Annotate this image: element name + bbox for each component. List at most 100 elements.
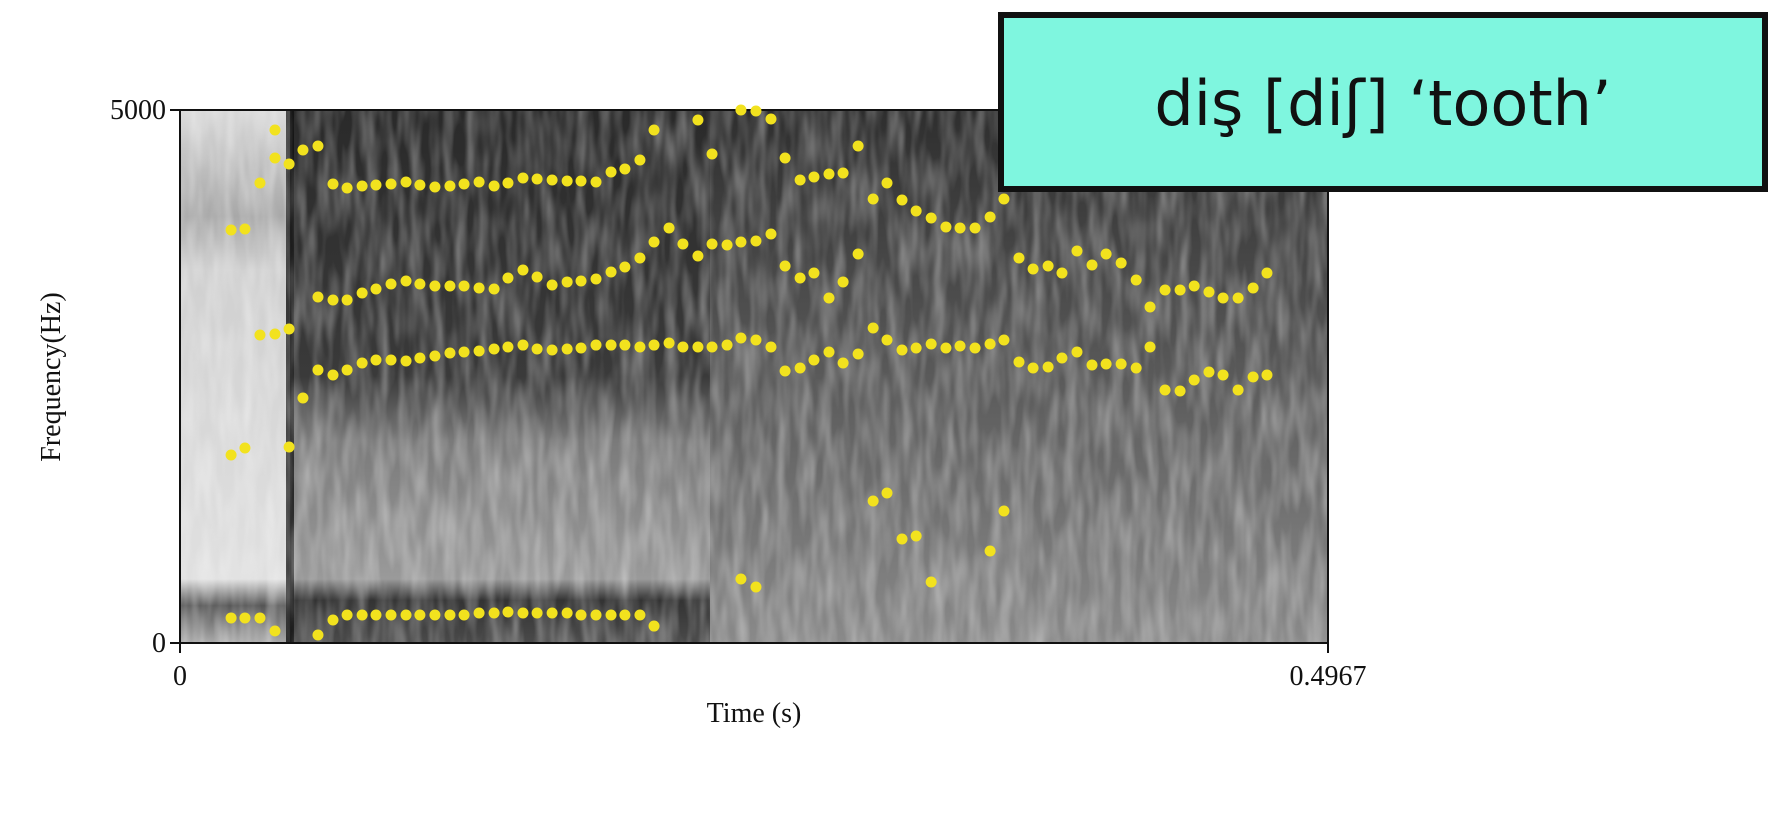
- formant-point: [619, 339, 631, 351]
- formant-point: [735, 104, 747, 116]
- formant-point: [663, 337, 675, 349]
- formant-point: [998, 334, 1010, 346]
- formant-point: [1159, 384, 1171, 396]
- formant-point: [341, 294, 353, 306]
- formant-point: [575, 175, 587, 187]
- x-tick-label: 0.4967: [1290, 661, 1367, 692]
- formant-point: [1086, 359, 1098, 371]
- formant-point: [575, 275, 587, 287]
- formant-point: [473, 282, 485, 294]
- formant-point: [370, 179, 382, 191]
- formant-point: [327, 294, 339, 306]
- formant-point: [283, 323, 295, 335]
- formant-point: [444, 180, 456, 192]
- x-tick-label: 0: [173, 661, 187, 692]
- formant-point: [546, 174, 558, 186]
- formant-point: [794, 174, 806, 186]
- formant-point: [297, 144, 309, 156]
- formant-point: [794, 272, 806, 284]
- formant-point: [531, 271, 543, 283]
- formant-point: [400, 355, 412, 367]
- title-box: [998, 12, 1768, 192]
- formant-point: [779, 152, 791, 164]
- formant-point: [1144, 341, 1156, 353]
- formant-point: [750, 581, 762, 593]
- formant-point: [327, 178, 339, 190]
- formant-point: [414, 609, 426, 621]
- formant-point: [239, 223, 251, 235]
- formant-point: [837, 276, 849, 288]
- formant-point: [414, 352, 426, 364]
- formant-point: [429, 350, 441, 362]
- formant-point: [312, 291, 324, 303]
- formant-point: [808, 354, 820, 366]
- formant-point: [312, 629, 324, 641]
- formant-point: [837, 167, 849, 179]
- spectrogram: [180, 110, 1328, 643]
- formant-point: [634, 154, 646, 166]
- formant-point: [984, 338, 996, 350]
- formant-point: [910, 530, 922, 542]
- formant-point: [327, 369, 339, 381]
- formant-point: [837, 357, 849, 369]
- formant-point: [779, 365, 791, 377]
- formant-point: [706, 238, 718, 250]
- formant-point: [750, 334, 762, 346]
- formant-point: [925, 212, 937, 224]
- formant-point: [692, 341, 704, 353]
- formant-point: [1174, 284, 1186, 296]
- formant-point: [881, 334, 893, 346]
- formant-point: [852, 248, 864, 260]
- y-tick-label: 0: [152, 628, 166, 659]
- formant-point: [1042, 361, 1054, 373]
- formant-point: [605, 266, 617, 278]
- formant-point: [356, 287, 368, 299]
- formant-point: [575, 342, 587, 354]
- formant-point: [458, 609, 470, 621]
- formant-point: [1232, 384, 1244, 396]
- formant-point: [619, 609, 631, 621]
- formant-point: [1144, 301, 1156, 313]
- formant-point: [1130, 274, 1142, 286]
- formant-point: [1100, 248, 1112, 260]
- formant-point: [634, 341, 646, 353]
- formant-point: [619, 163, 631, 175]
- formant-point: [1027, 263, 1039, 275]
- formant-point: [794, 362, 806, 374]
- formant-point: [1100, 358, 1112, 370]
- formant-point: [590, 609, 602, 621]
- formant-point: [852, 140, 864, 152]
- formant-point: [531, 607, 543, 619]
- formant-point: [605, 339, 617, 351]
- formant-point: [297, 392, 309, 404]
- formant-point: [444, 609, 456, 621]
- formant-point: [225, 612, 237, 624]
- formant-point: [458, 280, 470, 292]
- formant-point: [502, 272, 514, 284]
- formant-point: [254, 612, 266, 624]
- formant-point: [1013, 252, 1025, 264]
- formant-point: [779, 260, 791, 272]
- formant-point: [1174, 385, 1186, 397]
- formant-point: [370, 609, 382, 621]
- formant-point: [823, 346, 835, 358]
- formant-point: [269, 625, 281, 637]
- formant-point: [473, 176, 485, 188]
- y-tick-label: 5000: [110, 95, 166, 126]
- formant-point: [750, 235, 762, 247]
- formant-point: [370, 283, 382, 295]
- formant-point: [517, 339, 529, 351]
- formant-point: [429, 280, 441, 292]
- formant-point: [984, 545, 996, 557]
- formant-point: [619, 261, 631, 273]
- formant-point: [517, 172, 529, 184]
- formant-point: [1188, 280, 1200, 292]
- formant-point: [1217, 292, 1229, 304]
- formant-point: [444, 280, 456, 292]
- formant-point: [458, 346, 470, 358]
- formant-point: [531, 173, 543, 185]
- formant-point: [1071, 245, 1083, 257]
- formant-point: [561, 343, 573, 355]
- formant-point: [750, 105, 762, 117]
